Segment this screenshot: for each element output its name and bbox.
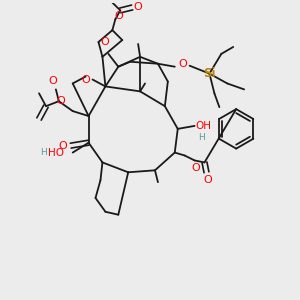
Text: OH: OH	[196, 121, 211, 131]
Text: O: O	[191, 163, 200, 173]
Text: O: O	[134, 2, 142, 13]
Text: O: O	[58, 141, 67, 151]
Text: O: O	[56, 96, 65, 106]
Text: O: O	[114, 11, 123, 21]
Text: O: O	[203, 175, 212, 185]
Text: H: H	[40, 148, 47, 157]
Text: H: H	[198, 133, 205, 142]
Text: O: O	[100, 37, 109, 47]
Text: O: O	[81, 74, 90, 85]
Text: O: O	[178, 59, 187, 69]
Text: O: O	[49, 76, 57, 86]
Text: HO: HO	[48, 148, 64, 158]
Text: Si: Si	[203, 67, 216, 80]
